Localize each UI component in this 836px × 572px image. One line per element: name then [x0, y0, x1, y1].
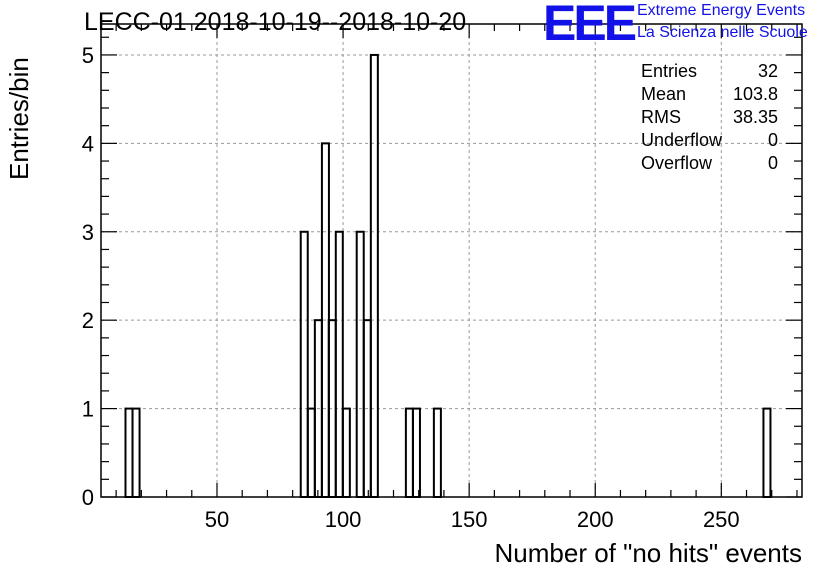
- tick-labels: 50 100 150 200 250 0 1 2 3 4 5: [82, 43, 740, 532]
- stat-label: Overflow: [641, 153, 713, 173]
- stat-row-mean: Mean 103.8: [641, 83, 778, 106]
- stat-label: Underflow: [641, 130, 723, 150]
- stat-row-underflow: Underflow 0: [641, 129, 778, 152]
- x-tick-label: 200: [577, 507, 614, 532]
- x-tick-label: 100: [325, 507, 362, 532]
- x-tick-label: 250: [703, 507, 740, 532]
- histogram-bin: [432, 407, 442, 498]
- histogram-bin: [355, 230, 365, 498]
- stat-row-entries: Entries 32: [641, 60, 778, 83]
- y-axis-label: Entries/bin: [4, 57, 34, 180]
- y-tick-label: 1: [82, 397, 94, 422]
- stat-value: 0: [767, 130, 778, 150]
- stat-row-rms: RMS 38.35: [641, 106, 778, 129]
- stat-value: 0: [767, 153, 778, 173]
- stat-value: 32: [757, 61, 778, 81]
- axis-ticks: [101, 24, 802, 498]
- y-tick-label: 2: [82, 308, 94, 333]
- stat-value: 38.35: [732, 107, 778, 127]
- histogram-bin: [762, 407, 772, 498]
- y-tick-label: 0: [82, 485, 94, 510]
- stat-value: 103.8: [732, 84, 778, 104]
- histogram-bin: [334, 230, 344, 498]
- x-tick-label: 50: [205, 507, 229, 532]
- stat-label: RMS: [641, 107, 681, 127]
- logo-line-1: Extreme Energy Events: [637, 2, 806, 19]
- logo-line-2: La Scienza nelle Scuole: [637, 24, 808, 41]
- y-tick-label: 4: [82, 131, 94, 156]
- stats-box: Entries 32 Mean 103.8 RMS 38.35 Underflo…: [641, 60, 778, 175]
- histogram-bin: [131, 407, 141, 498]
- histogram-bin: [404, 407, 414, 498]
- y-tick-label: 5: [82, 43, 94, 68]
- chart-title: LECC-01 2018-10-19--2018-10-20: [84, 8, 467, 36]
- stat-row-overflow: Overflow 0: [641, 152, 778, 175]
- x-tick-label: 150: [451, 507, 488, 532]
- histogram-bin: [369, 53, 379, 498]
- histogram-bin: [411, 407, 421, 498]
- histogram-bin: [299, 230, 309, 498]
- stat-label: Entries: [641, 61, 698, 81]
- plot-frame: [100, 23, 803, 498]
- eee-logo: EEE: [543, 0, 637, 51]
- histogram-bin: [306, 407, 316, 498]
- x-axis-label: Number of "no hits" events: [494, 538, 803, 568]
- histogram-bin: [341, 407, 351, 498]
- y-tick-label: 3: [82, 220, 94, 245]
- histogram-bin: [124, 407, 134, 498]
- stat-label: Mean: [641, 84, 687, 104]
